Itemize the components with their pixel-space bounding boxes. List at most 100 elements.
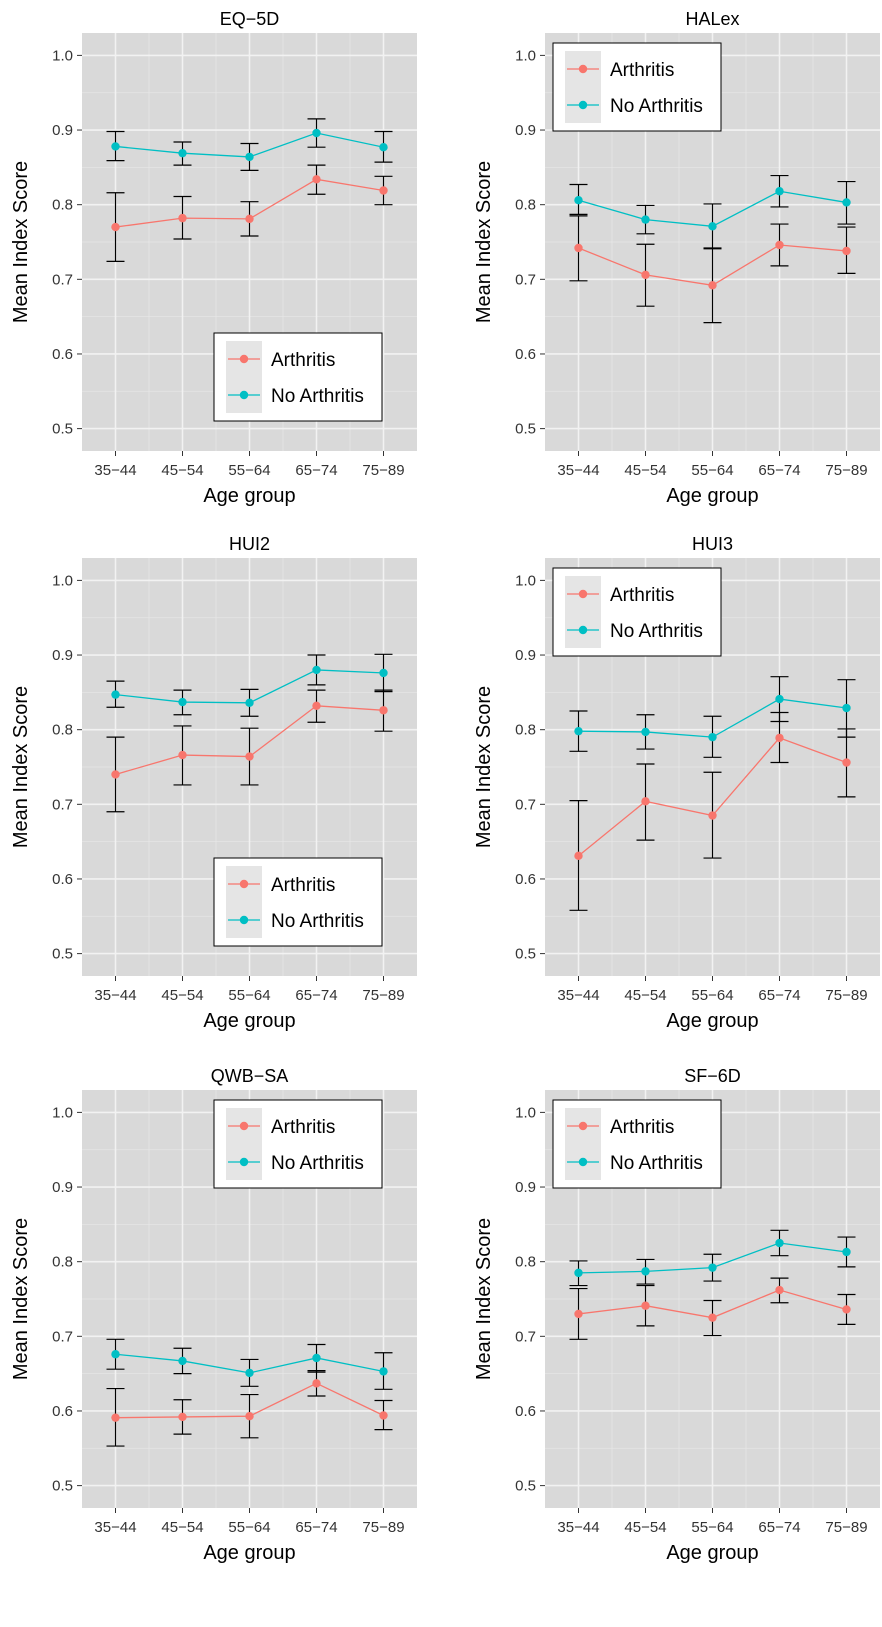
data-point: [111, 1413, 120, 1422]
legend-label: No Arthritis: [610, 621, 703, 642]
data-point: [245, 752, 254, 761]
legend-label: No Arthritis: [271, 386, 364, 407]
data-point: [641, 215, 650, 224]
y-tick-label: 0.5: [515, 946, 536, 963]
y-tick-label: 0.9: [52, 1179, 73, 1196]
legend-key-point: [239, 390, 249, 400]
y-tick-label: 0.7: [515, 271, 536, 288]
data-point: [379, 668, 388, 678]
x-tick-label: 75−89: [825, 1519, 867, 1536]
y-tick-label: 1.0: [52, 1104, 73, 1121]
data-point: [312, 1379, 321, 1388]
x-tick-label: 55−64: [691, 1519, 733, 1536]
legend-label: Arthritis: [610, 60, 674, 81]
y-tick-label: 0.6: [515, 871, 536, 888]
data-point: [842, 1247, 851, 1257]
y-tick-label: 0.6: [515, 1403, 536, 1420]
legend-key-point: [578, 589, 588, 599]
y-tick-label: 0.5: [515, 1478, 536, 1495]
data-point: [775, 1285, 784, 1295]
y-tick-label: 0.6: [52, 346, 73, 363]
y-tick-label: 0.8: [52, 722, 73, 739]
x-tick-label: 35−44: [94, 987, 136, 1004]
x-tick-label: 45−54: [161, 987, 203, 1004]
x-tick-label: 65−74: [758, 987, 800, 1004]
legend-label: No Arthritis: [610, 96, 703, 117]
y-tick-label: 0.9: [52, 647, 73, 664]
legend-label: Arthritis: [610, 1117, 674, 1138]
y-tick-label: 0.8: [52, 1254, 73, 1271]
y-tick-label: 0.7: [515, 796, 536, 813]
y-tick-label: 1.0: [515, 572, 536, 589]
data-point: [379, 706, 388, 715]
panel-title: SF−6D: [684, 1066, 741, 1086]
legend: Arthritis No Arthritis: [213, 857, 383, 947]
data-point: [842, 198, 851, 207]
x-tick-label: 35−44: [557, 987, 599, 1004]
data-point: [245, 152, 254, 162]
data-point: [574, 243, 583, 253]
chart-panel: 0.5 0.6 0.7 0.8 0.9 1.0 35−44 45−54 55−64 65−74 75…: [10, 1066, 417, 1564]
y-tick-label: 0.9: [515, 1179, 536, 1196]
x-tick-label: 45−54: [624, 1519, 666, 1536]
legend-label: Arthritis: [610, 585, 674, 606]
data-point: [708, 732, 717, 742]
y-tick-label: 0.6: [515, 346, 536, 363]
legend: Arthritis No Arthritis: [213, 1099, 383, 1189]
x-axis-label: Age group: [203, 485, 295, 507]
y-tick-label: 1.0: [52, 572, 73, 589]
x-tick-label: 35−44: [557, 462, 599, 479]
data-point: [245, 214, 254, 224]
data-point: [111, 142, 120, 151]
x-axis-label: Age group: [666, 1010, 758, 1032]
data-point: [708, 281, 717, 290]
data-point: [574, 1309, 583, 1319]
y-axis-label: Mean Index Score: [10, 686, 32, 848]
y-tick-label: 0.7: [515, 1328, 536, 1345]
data-point: [111, 690, 120, 699]
panel-title: HUI3: [692, 534, 733, 554]
panel-title: QWB−SA: [211, 1066, 289, 1086]
data-point: [574, 196, 583, 205]
x-tick-label: 35−44: [557, 1519, 599, 1536]
data-point: [312, 665, 321, 675]
y-tick-label: 0.8: [52, 197, 73, 214]
data-point: [641, 1267, 650, 1276]
legend-key-point: [578, 1157, 588, 1167]
data-point: [379, 1411, 388, 1420]
x-tick-label: 55−64: [691, 462, 733, 479]
legend-label: No Arthritis: [610, 1153, 703, 1174]
data-point: [111, 770, 120, 779]
x-tick-label: 45−54: [624, 987, 666, 1004]
y-axis-label: Mean Index Score: [10, 161, 32, 323]
legend-key-point: [578, 1121, 588, 1131]
x-tick-label: 55−64: [228, 987, 270, 1004]
data-point: [111, 222, 120, 232]
x-tick-label: 75−89: [825, 987, 867, 1004]
data-point: [178, 1412, 187, 1422]
x-tick-label: 65−74: [295, 987, 337, 1004]
legend: Arthritis No Arthritis: [552, 1099, 722, 1189]
legend: Arthritis No Arthritis: [552, 42, 722, 132]
y-tick-label: 0.8: [515, 1254, 536, 1271]
chart-panel: 0.5 0.6 0.7 0.8 0.9 1.0 35−44 45−54 55−64 65−74 75…: [10, 9, 417, 507]
y-tick-label: 0.5: [52, 946, 73, 963]
y-axis-label: Mean Index Score: [473, 686, 495, 848]
legend-key-point: [239, 1157, 249, 1167]
legend-label: No Arthritis: [271, 911, 364, 932]
x-tick-label: 75−89: [825, 462, 867, 479]
y-tick-label: 0.9: [515, 122, 536, 139]
data-point: [574, 1268, 583, 1278]
panel-title: HALex: [685, 9, 739, 29]
y-tick-label: 0.8: [515, 722, 536, 739]
x-tick-label: 75−89: [362, 987, 404, 1004]
y-tick-label: 1.0: [515, 1104, 536, 1121]
data-point: [245, 1411, 254, 1421]
x-tick-label: 75−89: [362, 1519, 404, 1536]
data-point: [312, 1353, 321, 1363]
data-point: [312, 175, 321, 184]
legend-label: No Arthritis: [271, 1153, 364, 1174]
data-point: [178, 750, 187, 760]
x-tick-label: 65−74: [295, 462, 337, 479]
